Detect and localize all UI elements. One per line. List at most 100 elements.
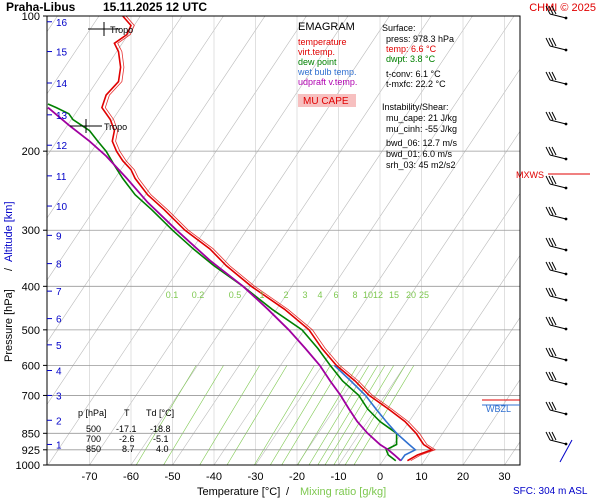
y-tick-label: 600 xyxy=(22,360,40,372)
wind-barb-flag xyxy=(545,175,551,185)
mixing-ratio-line xyxy=(163,365,224,465)
wind-barb-dot xyxy=(564,157,568,161)
altitude-tick-label: 2 xyxy=(56,416,62,427)
adiabat-line xyxy=(421,317,520,465)
x-tick-label: 0 xyxy=(377,471,383,483)
wind-barb-staff xyxy=(549,379,567,385)
mixing-ratio-label: 4 xyxy=(317,290,322,300)
altitude-tick-label: 7 xyxy=(56,287,62,298)
wind-barb-dot xyxy=(564,272,568,276)
altitude-tick-label: 12 xyxy=(56,141,68,152)
table-header-t: T xyxy=(124,408,130,418)
wind-barb-flag xyxy=(551,206,557,216)
wind-barb-dot xyxy=(564,16,568,20)
table-cell: 8.7 xyxy=(122,444,135,454)
adiabat-line xyxy=(588,16,600,465)
table-header-td: Td [°C] xyxy=(146,408,174,418)
mixing-ratio-label: 20 xyxy=(406,290,416,300)
wind-barb-flag xyxy=(551,37,557,47)
altitude-tick-label: 8 xyxy=(56,260,62,271)
wind-barb-flag xyxy=(545,431,551,441)
x-axis-label: Temperature [°C] xyxy=(197,486,280,498)
mu-cape-badge-label: MU CAPE xyxy=(303,96,349,107)
altitude-tick-label: 13 xyxy=(56,111,68,122)
x-tick-label: -20 xyxy=(289,471,305,483)
table-cell: 4.0 xyxy=(156,444,169,454)
wind-barb-staff xyxy=(549,245,567,251)
mixing-ratio-label: 8 xyxy=(352,290,357,300)
wind-barb-flag xyxy=(551,261,557,271)
y-tick-label: 400 xyxy=(22,281,40,293)
series-udpraft-v-temp- xyxy=(47,106,402,462)
mixing-ratio-label: 3 xyxy=(302,290,307,300)
adiabat-line xyxy=(47,16,141,157)
mixing-ratio-axis-label: Mixing ratio [g/kg] xyxy=(300,486,386,498)
x-tick-label: -30 xyxy=(248,471,264,483)
mixing-ratio-line xyxy=(270,365,331,465)
wind-barb-flag xyxy=(545,37,551,47)
wind-barb-flag xyxy=(548,111,554,121)
sounding-datetime: 15.11.2025 12 UTC xyxy=(103,0,207,14)
station-name: Praha-Libus xyxy=(6,0,76,14)
altitude-tick-label: 10 xyxy=(56,202,68,213)
wind-barb-staff xyxy=(549,183,567,189)
instability-mu-cinh: mu_cinh: -55 J/kg xyxy=(386,124,457,134)
background-lines xyxy=(47,16,600,465)
legend-updraft: udpraft v.temp. xyxy=(298,77,357,87)
surface-tconv: t-conv: 6.1 °C xyxy=(386,69,441,79)
y-tick-label: 100 xyxy=(22,11,40,23)
wind-barb-flag xyxy=(551,5,557,15)
y-axis-separator: / xyxy=(3,267,15,271)
legend-title: EMAGRAM xyxy=(298,21,355,33)
wind-barb-dot xyxy=(564,186,568,190)
altitude-tick-label: 9 xyxy=(56,231,62,242)
wind-barb-flag xyxy=(545,347,551,357)
instability-bwd-01: bwd_01: 6.0 m/s xyxy=(386,149,453,159)
x-tick-label: -60 xyxy=(123,471,139,483)
wind-barb-flag xyxy=(548,206,554,216)
wind-barb-flag xyxy=(545,316,551,326)
wind-barb-flag xyxy=(548,37,554,47)
wind-barb-staff xyxy=(549,79,567,85)
wind-barb-staff xyxy=(549,409,567,415)
wind-barb-flag xyxy=(551,71,557,81)
adiabat-line xyxy=(296,130,520,465)
wind-barb-dot xyxy=(564,248,568,252)
wind-barb-dot xyxy=(564,122,568,126)
mixing-ratio-line xyxy=(199,365,260,465)
wind-barb-flag xyxy=(551,316,557,326)
sfc-wind-vector xyxy=(559,439,573,463)
adiabat-line xyxy=(47,16,183,219)
wind-barb-flag xyxy=(545,261,551,271)
x-axis-separator: / xyxy=(286,486,290,498)
table-cell: -2.6 xyxy=(119,434,135,444)
adiabat-line xyxy=(47,16,224,281)
wind-barb-staff xyxy=(549,13,567,19)
y-tick-label: 200 xyxy=(22,146,40,158)
wind-barb-dot xyxy=(564,82,568,86)
wind-barb-flag xyxy=(545,287,551,297)
surface-press: press: 978.3 hPa xyxy=(386,34,454,44)
wind-barb-flag xyxy=(545,401,551,411)
wind-barb-flag xyxy=(551,146,557,156)
wind-barb-dot xyxy=(564,382,568,386)
wind-barb-flag xyxy=(545,237,551,247)
wind-barb-flag xyxy=(545,371,551,381)
table-header-p: p [hPa] xyxy=(78,408,107,418)
altitude-tick-label: 4 xyxy=(56,367,62,378)
mixing-ratio-label: 0.1 xyxy=(166,290,179,300)
wind-barb-staff xyxy=(549,45,567,51)
y-tick-label: 850 xyxy=(22,428,40,440)
wind-barb-dot xyxy=(564,298,568,302)
mixing-ratio-label: 6 xyxy=(333,290,338,300)
mixing-ratio-label: 1 xyxy=(259,290,264,300)
series-virtual-temperature xyxy=(104,16,437,462)
adiabat-line xyxy=(47,16,100,95)
wind-barb-dot xyxy=(564,327,568,331)
mixing-ratio-line xyxy=(333,365,395,465)
surface-title: Surface: xyxy=(382,23,416,33)
legend-wet-bulb: wet bulb temp. xyxy=(297,67,357,77)
wind-barb-flag xyxy=(548,175,554,185)
mixing-ratio-label: 0.5 xyxy=(229,290,242,300)
altitude-axis-label: Altitude [km] xyxy=(3,201,15,262)
